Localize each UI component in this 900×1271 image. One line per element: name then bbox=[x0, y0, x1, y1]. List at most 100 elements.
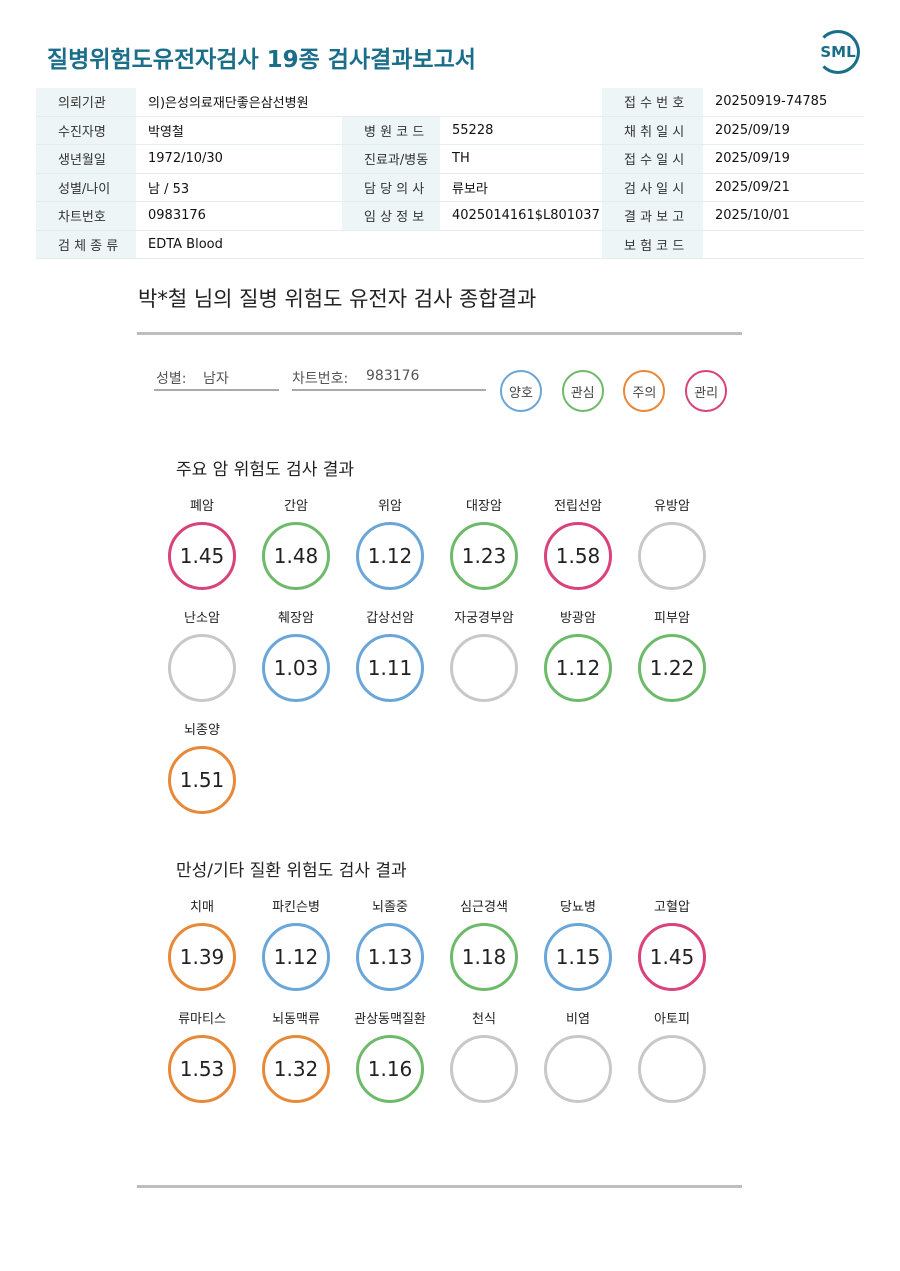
risk-circle: 1.12 bbox=[356, 522, 424, 590]
label-cell: 접 수 일 시 bbox=[602, 145, 703, 174]
summary-title: 박*철 님의 질병 위험도 유전자 검사 종합결과 bbox=[138, 287, 537, 311]
label-cell: 채 취 일 시 bbox=[602, 116, 703, 145]
item-name: 뇌동맥류 bbox=[272, 1012, 320, 1027]
label-cell: 진료과/병동 bbox=[342, 145, 440, 174]
label-cell: 수진자명 bbox=[36, 116, 136, 145]
risk-circle bbox=[638, 522, 706, 590]
risk-circle: 1.03 bbox=[262, 634, 330, 702]
value-cell: 2025/09/19 bbox=[703, 117, 864, 145]
item-name: 아토피 bbox=[654, 1012, 690, 1027]
field-value: 남자 bbox=[203, 371, 229, 387]
item-name: 자궁경부암 bbox=[454, 611, 514, 626]
label-cell: 접 수 번 호 bbox=[602, 88, 703, 117]
value-cell: 박영철 bbox=[136, 117, 342, 145]
risk-circle: 1.13 bbox=[356, 923, 424, 991]
underline bbox=[292, 389, 486, 391]
risk-circle: 1.22 bbox=[638, 634, 706, 702]
value-cell: 2025/10/01 bbox=[703, 202, 864, 231]
item-name: 폐암 bbox=[190, 499, 214, 514]
value-cell: EDTA Blood bbox=[136, 231, 602, 259]
value-cell: 2025/09/19 bbox=[703, 145, 864, 174]
item-name: 고혈압 bbox=[654, 900, 690, 915]
risk-circle: 1.32 bbox=[262, 1035, 330, 1103]
label-cell: 생년월일 bbox=[36, 145, 136, 174]
risk-circle bbox=[638, 1035, 706, 1103]
label-cell: 임 상 정 보 bbox=[342, 202, 440, 231]
value-cell: 1972/10/30 bbox=[136, 145, 342, 174]
risk-circle bbox=[544, 1035, 612, 1103]
item-name: 유방암 bbox=[654, 499, 690, 514]
item-name: 난소암 bbox=[184, 611, 220, 626]
legend-badge: 관리 bbox=[685, 370, 728, 412]
legend-badge: 양호 bbox=[500, 370, 542, 412]
divider bbox=[137, 1185, 742, 1188]
risk-circle: 1.12 bbox=[262, 923, 330, 991]
item-name: 파킨슨병 bbox=[272, 900, 320, 915]
risk-circle: 1.15 bbox=[544, 923, 612, 991]
value-cell: 20250919-74785 bbox=[703, 88, 864, 117]
risk-circle: 1.12 bbox=[544, 634, 612, 702]
label-cell: 차트번호 bbox=[36, 202, 136, 231]
label-cell: 검 체 종 류 bbox=[36, 230, 136, 259]
value-cell: 0983176 bbox=[136, 202, 342, 231]
label-cell: 검 사 일 시 bbox=[602, 173, 703, 202]
logo: SML bbox=[816, 30, 860, 74]
risk-circle bbox=[450, 634, 518, 702]
item-name: 뇌졸중 bbox=[372, 900, 408, 915]
risk-circle: 1.45 bbox=[638, 923, 706, 991]
risk-circle: 1.58 bbox=[544, 522, 612, 590]
section-title: 만성/기타 질환 위험도 검사 결과 bbox=[176, 861, 407, 881]
risk-circle: 1.39 bbox=[168, 923, 236, 991]
legend-badge: 관심 bbox=[561, 370, 604, 412]
underline bbox=[154, 389, 279, 391]
item-name: 당뇨병 bbox=[560, 900, 596, 915]
value-cell: TH bbox=[440, 145, 602, 174]
risk-circle: 1.45 bbox=[168, 522, 236, 590]
report-title: 질병위험도유전자검사 19종 검사결과보고서 bbox=[47, 47, 476, 73]
field-label: 성별: bbox=[156, 371, 187, 387]
legend-badge: 주의 bbox=[623, 370, 666, 412]
label-cell: 결 과 보 고 bbox=[602, 202, 703, 231]
item-name: 피부암 bbox=[654, 611, 690, 626]
item-name: 위암 bbox=[378, 499, 402, 514]
value-cell: 55228 bbox=[440, 117, 602, 145]
label-cell: 담 당 의 사 bbox=[342, 173, 440, 202]
item-name: 심근경색 bbox=[460, 900, 508, 915]
label-cell: 보 험 코 드 bbox=[602, 230, 703, 259]
value-cell: 의)은성의료재단좋은삼선병원 bbox=[136, 88, 602, 117]
label-cell: 성별/나이 bbox=[36, 173, 136, 202]
value-cell: 류보라 bbox=[440, 174, 602, 202]
section-title: 주요 암 위험도 검사 결과 bbox=[176, 460, 355, 480]
label-cell: 의뢰기관 bbox=[36, 88, 136, 117]
value-cell bbox=[703, 231, 864, 259]
item-name: 류마티스 bbox=[178, 1012, 226, 1027]
item-name: 간암 bbox=[284, 499, 308, 514]
value-cell: 2025/09/21 bbox=[703, 174, 864, 202]
risk-circle bbox=[168, 634, 236, 702]
label-cell: 병 원 코 드 bbox=[342, 116, 440, 145]
item-name: 대장암 bbox=[466, 499, 502, 514]
risk-circle bbox=[450, 1035, 518, 1103]
item-name: 뇌종양 bbox=[184, 723, 220, 738]
risk-circle: 1.16 bbox=[356, 1035, 424, 1103]
item-name: 비염 bbox=[566, 1012, 590, 1027]
risk-circle: 1.48 bbox=[262, 522, 330, 590]
item-name: 방광암 bbox=[560, 611, 596, 626]
value-cell: 4025014161$L801037 bbox=[440, 202, 602, 231]
risk-circle: 1.23 bbox=[450, 522, 518, 590]
divider bbox=[137, 332, 742, 335]
risk-circle: 1.53 bbox=[168, 1035, 236, 1103]
item-name: 관상동맥질환 bbox=[354, 1012, 426, 1027]
item-name: 전립선암 bbox=[554, 499, 602, 514]
item-name: 췌장암 bbox=[278, 611, 314, 626]
value-cell: 남 / 53 bbox=[136, 174, 342, 202]
risk-circle: 1.18 bbox=[450, 923, 518, 991]
item-name: 갑상선암 bbox=[366, 611, 414, 626]
risk-circle: 1.11 bbox=[356, 634, 424, 702]
field-label: 차트번호: bbox=[292, 371, 349, 387]
item-name: 치매 bbox=[190, 900, 214, 915]
field-value: 983176 bbox=[366, 368, 420, 384]
item-name: 천식 bbox=[472, 1012, 496, 1027]
risk-circle: 1.51 bbox=[168, 746, 236, 814]
